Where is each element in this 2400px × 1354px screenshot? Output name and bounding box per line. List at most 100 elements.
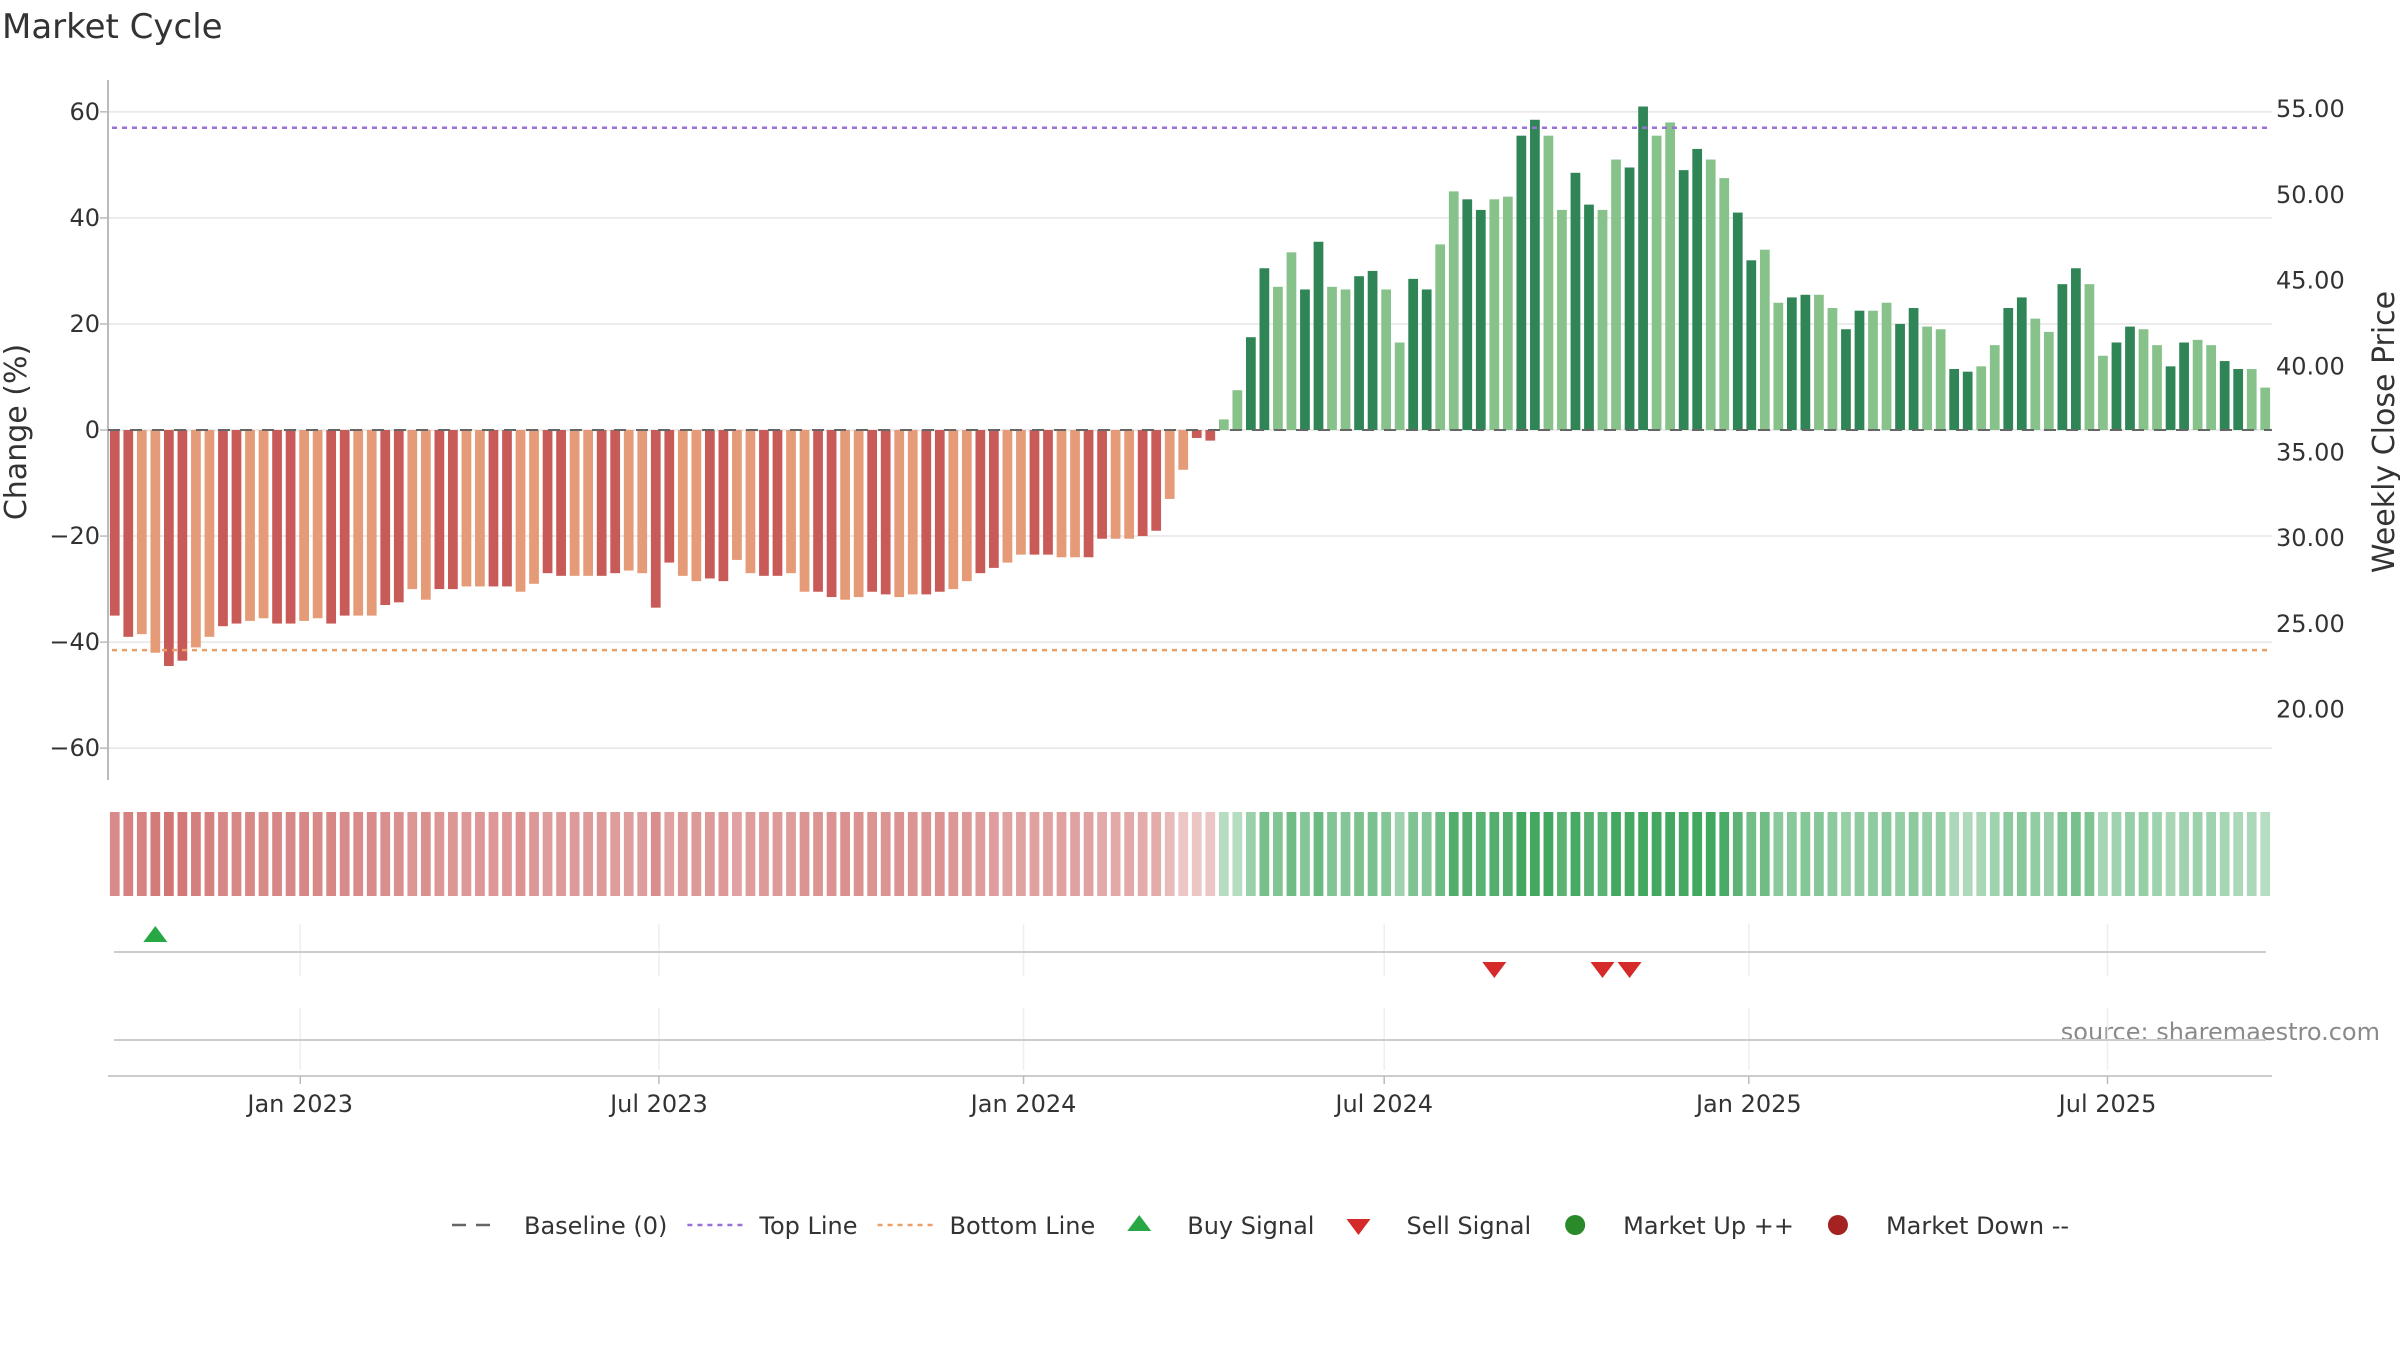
bar	[691, 430, 702, 582]
bar	[1462, 199, 1473, 430]
heat-cell	[975, 812, 986, 896]
heat-cell	[1597, 812, 1608, 896]
heat-cell	[2084, 812, 2095, 896]
bar	[2003, 308, 2014, 430]
heat-cell	[569, 812, 580, 896]
heat-cell	[393, 812, 404, 896]
bar	[1070, 430, 1080, 558]
bar	[1340, 289, 1351, 430]
heat-cell	[1759, 812, 1770, 896]
bar	[136, 430, 147, 635]
heat-cell	[1164, 812, 1175, 896]
heat-cell	[1719, 812, 1730, 896]
bar	[934, 430, 945, 592]
bar	[961, 430, 972, 582]
bar	[1300, 289, 1310, 430]
y-tick-label: 0	[85, 416, 100, 444]
heat-cell	[880, 812, 891, 896]
bar	[2057, 284, 2068, 430]
bar	[1597, 209, 1608, 430]
heat-cell	[2098, 812, 2108, 896]
bar	[1935, 329, 1946, 430]
heat-cell	[529, 812, 539, 896]
heat-cell	[921, 812, 932, 896]
x-tick-label: Jan 2024	[969, 1090, 1077, 1118]
bar	[163, 430, 174, 666]
legend-swatch-market-down	[1827, 1215, 1848, 1235]
bar	[2043, 331, 2054, 430]
heat-cell	[934, 812, 945, 896]
heat-cell	[650, 812, 661, 896]
bar	[177, 430, 188, 661]
bar	[1394, 342, 1405, 430]
heat-cell	[163, 812, 174, 896]
bar	[1786, 297, 1797, 430]
legend-label: Buy Signal	[1187, 1212, 1314, 1240]
bar	[569, 430, 580, 576]
heat-cell	[407, 812, 418, 896]
heat-cell	[2111, 812, 2122, 896]
heat-cell	[1435, 812, 1446, 896]
legend-label: Baseline (0)	[524, 1212, 667, 1240]
heat-cell	[1408, 812, 1419, 896]
bar	[1827, 308, 1838, 430]
bar	[109, 430, 120, 616]
bar	[1448, 191, 1459, 430]
heat-cell	[894, 812, 905, 896]
heat-cell	[461, 812, 472, 896]
bar	[1665, 122, 1676, 430]
bar	[231, 430, 242, 624]
bar	[1327, 286, 1337, 430]
bar	[1097, 430, 1107, 539]
y2-tick-label: 50.00	[2276, 181, 2345, 209]
heat-cell	[1665, 812, 1676, 896]
bar	[1367, 270, 1378, 430]
heat-cell	[326, 812, 337, 896]
heat-cell	[1570, 812, 1581, 896]
heat-cell	[1651, 812, 1662, 896]
bar	[1516, 135, 1527, 430]
bar	[1841, 329, 1851, 430]
legend-swatch-buy	[1127, 1215, 1152, 1231]
bar	[515, 430, 526, 592]
bar	[1002, 430, 1013, 563]
heat-cell	[1705, 812, 1716, 896]
heat-cell	[136, 812, 147, 896]
bar	[488, 430, 499, 587]
bar	[1354, 276, 1364, 430]
bar	[204, 430, 215, 637]
heat-cell	[380, 812, 391, 896]
bar	[380, 430, 391, 605]
heat-cell	[1502, 812, 1513, 896]
bar	[880, 430, 891, 595]
heat-cell	[745, 812, 756, 896]
heat-cell	[1949, 812, 1960, 896]
bar	[623, 430, 634, 571]
heat-cell	[2138, 812, 2149, 896]
bar	[1989, 345, 2000, 430]
y-tick-label: 40	[69, 204, 100, 232]
heat-cell	[1083, 812, 1094, 896]
bar	[475, 430, 485, 587]
bar	[312, 430, 323, 619]
bar	[1868, 310, 1878, 430]
heat-cell	[1678, 812, 1689, 896]
heat-cell	[2260, 812, 2271, 896]
heat-cell	[1002, 812, 1013, 896]
bar	[799, 430, 810, 592]
heat-cell	[2206, 812, 2217, 896]
bar	[258, 430, 269, 619]
bar	[420, 430, 431, 600]
bar	[745, 430, 756, 574]
bar	[1530, 119, 1540, 430]
bar	[434, 430, 445, 590]
bar	[1678, 170, 1689, 430]
heat-cell	[1178, 812, 1189, 896]
bar	[1949, 369, 1960, 430]
y2-axis-title: Weekly Close Price	[2367, 291, 2400, 573]
bar	[596, 430, 607, 576]
heat-cell	[353, 812, 364, 896]
bar	[1489, 199, 1500, 430]
heat-cell	[1421, 812, 1432, 896]
